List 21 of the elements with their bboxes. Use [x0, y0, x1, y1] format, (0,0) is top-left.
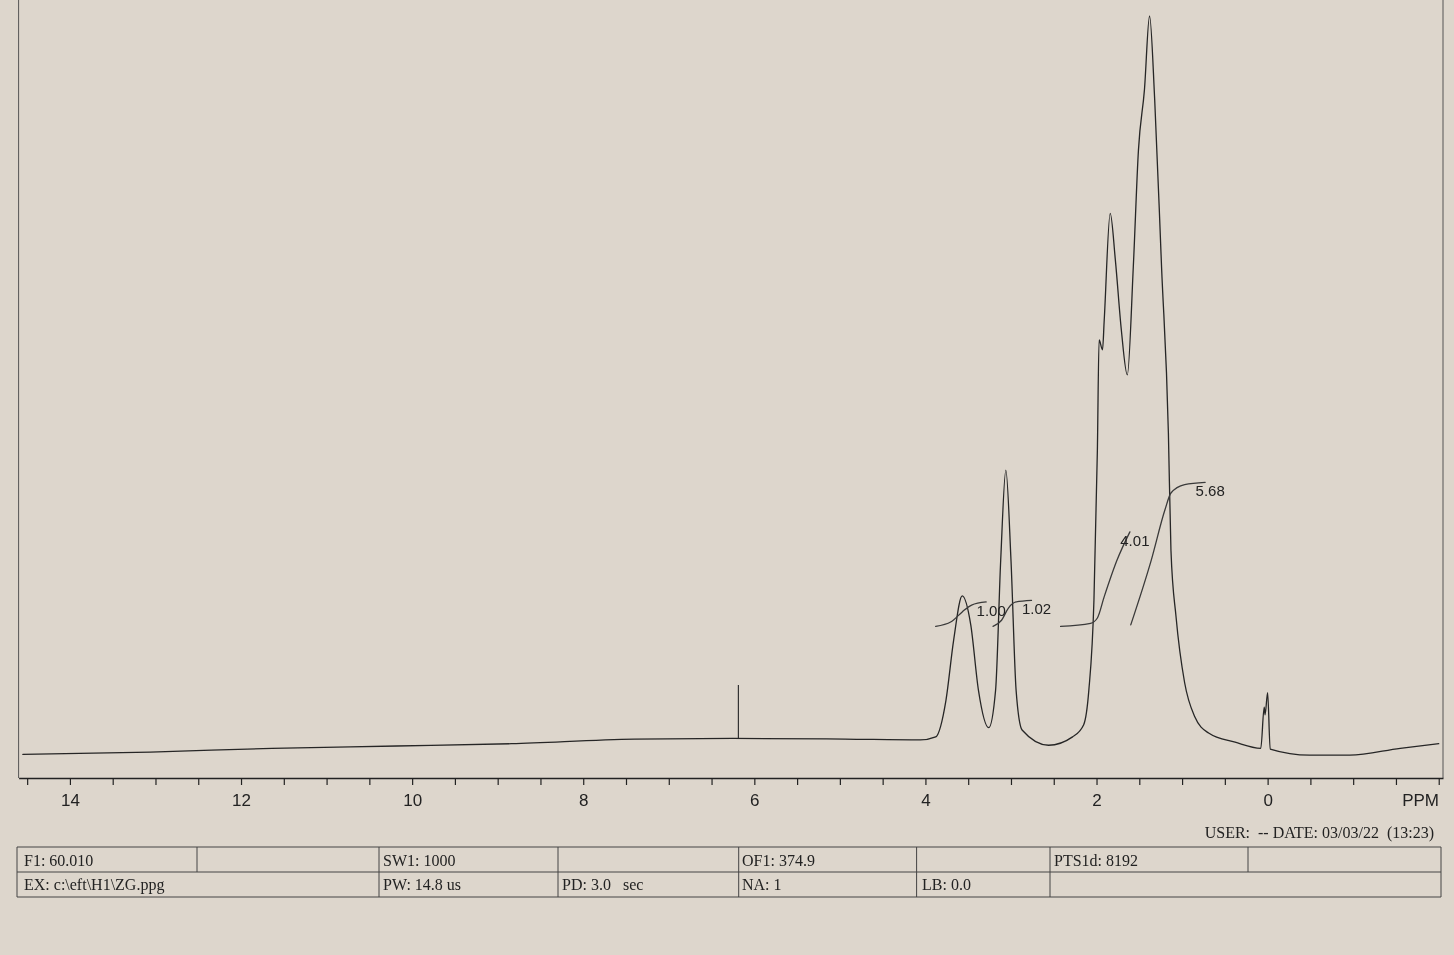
- annotation: 1.02: [1021, 600, 1052, 618]
- x-tick-label: 10: [403, 790, 423, 810]
- x-tick-label: 4: [921, 790, 931, 810]
- text: USER: -- DATE: 03/03/22 (13:23): [1204, 824, 1434, 842]
- text: SW1: 1000: [383, 852, 456, 869]
- x-tick-label: 8: [578, 790, 589, 810]
- text: EX: c:\eft\H1\ZG.ppg: [24, 876, 165, 894]
- text: F1: 60.010: [24, 852, 94, 869]
- x-tick-label: 6: [750, 790, 760, 810]
- annotation: 5.68: [1195, 482, 1225, 500]
- x-tick-label: 12: [232, 790, 251, 810]
- text: NA: 1: [742, 876, 782, 893]
- x-axis-title: PPM: [1402, 791, 1439, 810]
- text: PD: 3.0 sec: [562, 876, 644, 893]
- text: PW: 14.8 us: [383, 876, 462, 893]
- x-tick-label: 0: [1263, 790, 1273, 810]
- x-tick-label: 14: [60, 790, 80, 810]
- text: PTS1d: 8192: [1054, 852, 1139, 869]
- text: LB: 0.0: [922, 876, 971, 893]
- text: OF1: 374.9: [742, 852, 815, 869]
- x-tick-label: 2: [1092, 790, 1102, 810]
